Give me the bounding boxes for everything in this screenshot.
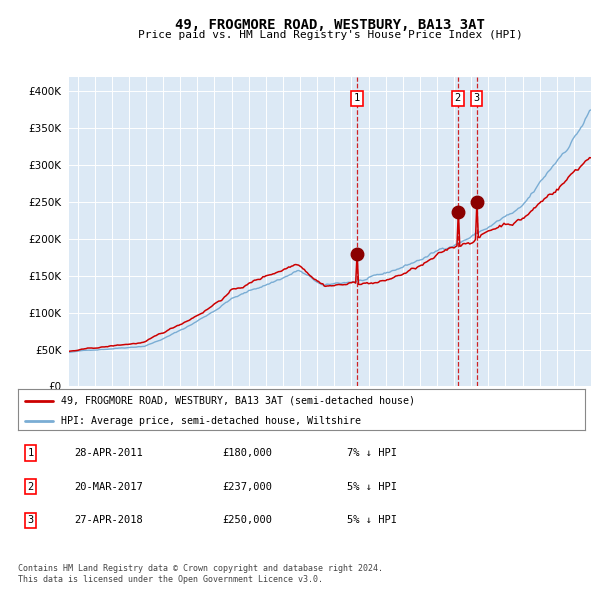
Text: 2: 2 bbox=[455, 93, 461, 103]
Text: 3: 3 bbox=[28, 515, 34, 525]
Text: 5% ↓ HPI: 5% ↓ HPI bbox=[347, 515, 397, 525]
Text: 1: 1 bbox=[354, 93, 360, 103]
Text: HPI: Average price, semi-detached house, Wiltshire: HPI: Average price, semi-detached house,… bbox=[61, 416, 361, 426]
Text: £237,000: £237,000 bbox=[222, 481, 272, 491]
Text: Price paid vs. HM Land Registry's House Price Index (HPI): Price paid vs. HM Land Registry's House … bbox=[137, 30, 523, 40]
Text: £250,000: £250,000 bbox=[222, 515, 272, 525]
Text: 3: 3 bbox=[473, 93, 480, 103]
Text: 49, FROGMORE ROAD, WESTBURY, BA13 3AT: 49, FROGMORE ROAD, WESTBURY, BA13 3AT bbox=[175, 18, 485, 32]
Text: 2: 2 bbox=[28, 481, 34, 491]
Text: 27-APR-2018: 27-APR-2018 bbox=[75, 515, 143, 525]
Text: This data is licensed under the Open Government Licence v3.0.: This data is licensed under the Open Gov… bbox=[18, 575, 323, 584]
Text: 1: 1 bbox=[28, 448, 34, 458]
Text: Contains HM Land Registry data © Crown copyright and database right 2024.: Contains HM Land Registry data © Crown c… bbox=[18, 563, 383, 572]
Text: 28-APR-2011: 28-APR-2011 bbox=[75, 448, 143, 458]
Text: 49, FROGMORE ROAD, WESTBURY, BA13 3AT (semi-detached house): 49, FROGMORE ROAD, WESTBURY, BA13 3AT (s… bbox=[61, 396, 415, 406]
Text: 20-MAR-2017: 20-MAR-2017 bbox=[75, 481, 143, 491]
Text: 7% ↓ HPI: 7% ↓ HPI bbox=[347, 448, 397, 458]
Text: £180,000: £180,000 bbox=[222, 448, 272, 458]
Text: 5% ↓ HPI: 5% ↓ HPI bbox=[347, 481, 397, 491]
